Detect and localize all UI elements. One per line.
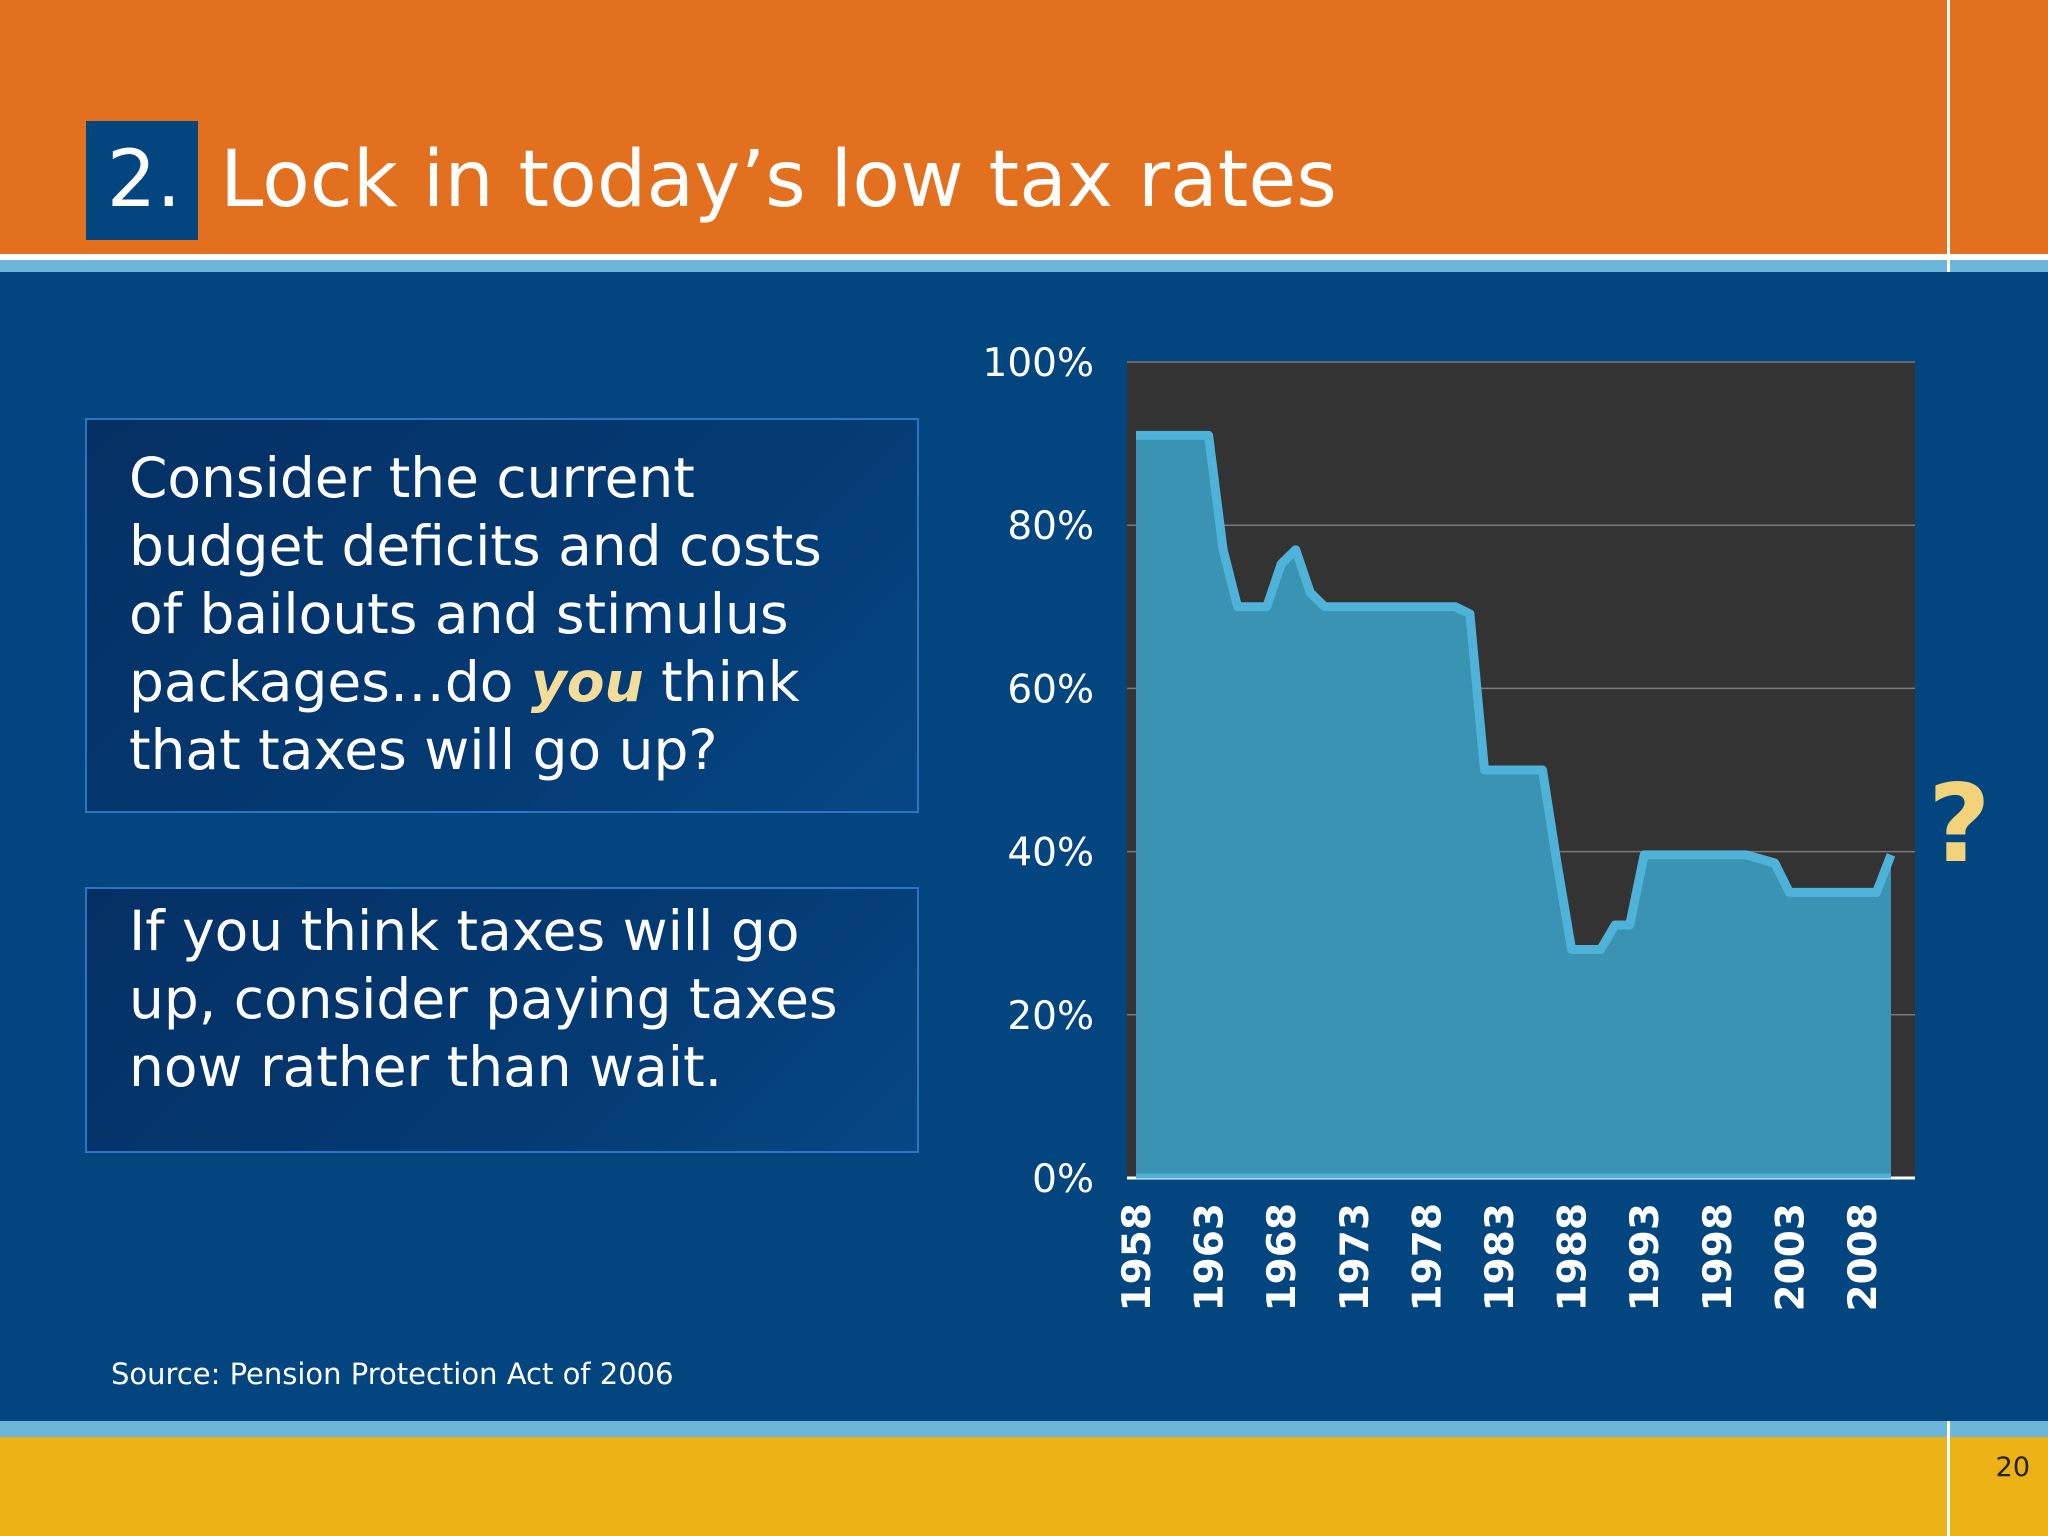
source-note: Source: Pension Protection Act of 2006	[111, 1357, 674, 1391]
x-tick-label: 1988	[1551, 1203, 1596, 1312]
footer-stripe	[0, 1421, 2048, 1437]
x-tick-label: 1973	[1333, 1203, 1378, 1312]
x-tick-label: 1963	[1188, 1203, 1233, 1312]
footer-vertical-rule	[1947, 1421, 1950, 1536]
slide-number-badge: 2.	[86, 121, 198, 240]
header-vertical-rule	[1947, 0, 1950, 272]
x-tick-label: 2003	[1768, 1203, 1813, 1312]
x-tick-label: 1993	[1623, 1203, 1668, 1312]
header-divider	[0, 254, 2048, 260]
x-tick-label: 1998	[1696, 1203, 1741, 1312]
question-emphasis: you	[530, 650, 644, 714]
y-tick-label: 80%	[1007, 504, 1094, 549]
question-textbox: Consider the current budget deficits and…	[85, 418, 919, 813]
y-tick-label: 60%	[1007, 667, 1094, 712]
y-tick-label: 40%	[1007, 831, 1094, 876]
question-text-start: Consider the current budget deficits and…	[129, 446, 822, 714]
x-tick-label: 1978	[1405, 1203, 1450, 1312]
series-area	[1136, 435, 1891, 1178]
y-tick-label: 0%	[1032, 1157, 1094, 1202]
slide-title: Lock in today’s low tax rates	[220, 135, 1337, 225]
footer-bar	[0, 1437, 2048, 1536]
x-tick-label: 1958	[1115, 1203, 1160, 1312]
advice-textbox: If you think taxes will go up, consider …	[85, 887, 919, 1153]
y-tick-label: 100%	[983, 341, 1095, 386]
x-tick-label: 2008	[1841, 1203, 1886, 1312]
page-number: 20	[1995, 1452, 2030, 1483]
tax-rate-chart: 0% 20% 40% 60% 80% 100% 1958 1963 1968 1973 1978 19…	[983, 341, 1915, 1312]
question-text-end: think that taxes will go up?	[129, 650, 800, 782]
series-line	[1136, 430, 1896, 954]
x-tick-label: 1968	[1260, 1203, 1305, 1312]
header-bar	[0, 0, 2048, 254]
question-mark: ?	[1928, 762, 1991, 887]
y-tick-label: 20%	[1007, 994, 1094, 1039]
x-tick-label: 1983	[1478, 1203, 1523, 1312]
header-stripe	[0, 260, 2048, 272]
